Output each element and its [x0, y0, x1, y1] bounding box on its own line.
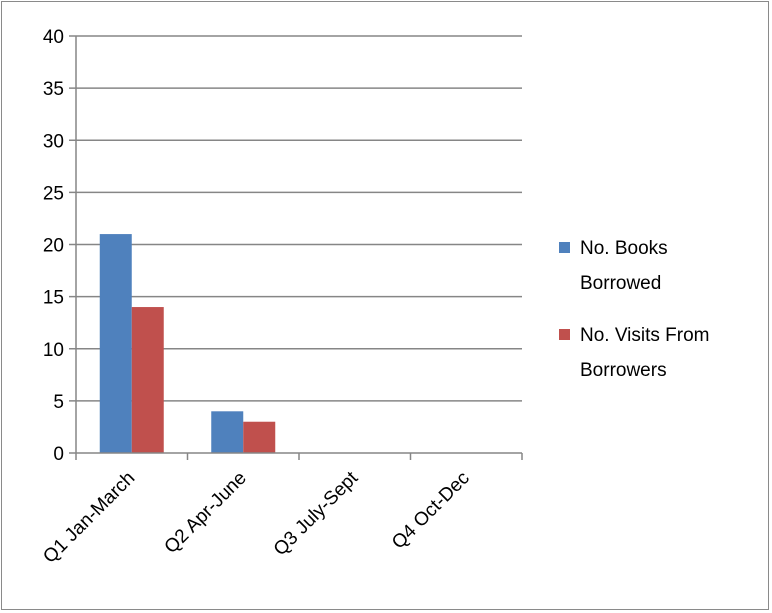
bar: [99, 234, 132, 453]
y-tick-label: 0: [53, 444, 64, 465]
bars: [99, 234, 276, 453]
y-tick-label: 40: [43, 27, 64, 48]
legend-label-visits-line2: Borrowers: [580, 360, 667, 381]
x-tick-label: Q3 July-Sept: [270, 467, 363, 560]
x-tick-label: Q1 Jan-March: [39, 468, 139, 568]
y-tick-label: 25: [43, 183, 64, 204]
x-tick-label: Q4 Oct-Dec: [388, 468, 474, 554]
bar: [131, 307, 164, 453]
y-tick-labels: 0 5 10 15 20 25 30 35 40: [43, 27, 64, 465]
legend-label-visits: No. Visits From: [580, 325, 710, 346]
axes: [75, 36, 523, 460]
y-tick-label: 35: [43, 79, 64, 100]
legend-swatch-books: [559, 242, 570, 253]
legend: No. Books Borrowed No. Visits From Borro…: [559, 238, 710, 381]
bar: [211, 411, 244, 453]
legend-label-books-line2: Borrowed: [580, 273, 661, 294]
legend-swatch-visits: [559, 329, 570, 340]
y-tick-label: 30: [43, 131, 64, 152]
bar: [243, 421, 276, 453]
x-tick-label: Q2 Apr-June: [161, 468, 251, 558]
legend-label-books: No. Books: [580, 238, 668, 259]
y-tick-label: 5: [53, 392, 64, 413]
y-tick-label: 20: [43, 236, 64, 257]
x-tick-labels: Q1 Jan-March Q2 Apr-June Q3 July-Sept Q4 Oc…: [39, 467, 473, 567]
y-tick-label: 10: [43, 340, 64, 361]
y-tick-label: 15: [43, 288, 64, 309]
